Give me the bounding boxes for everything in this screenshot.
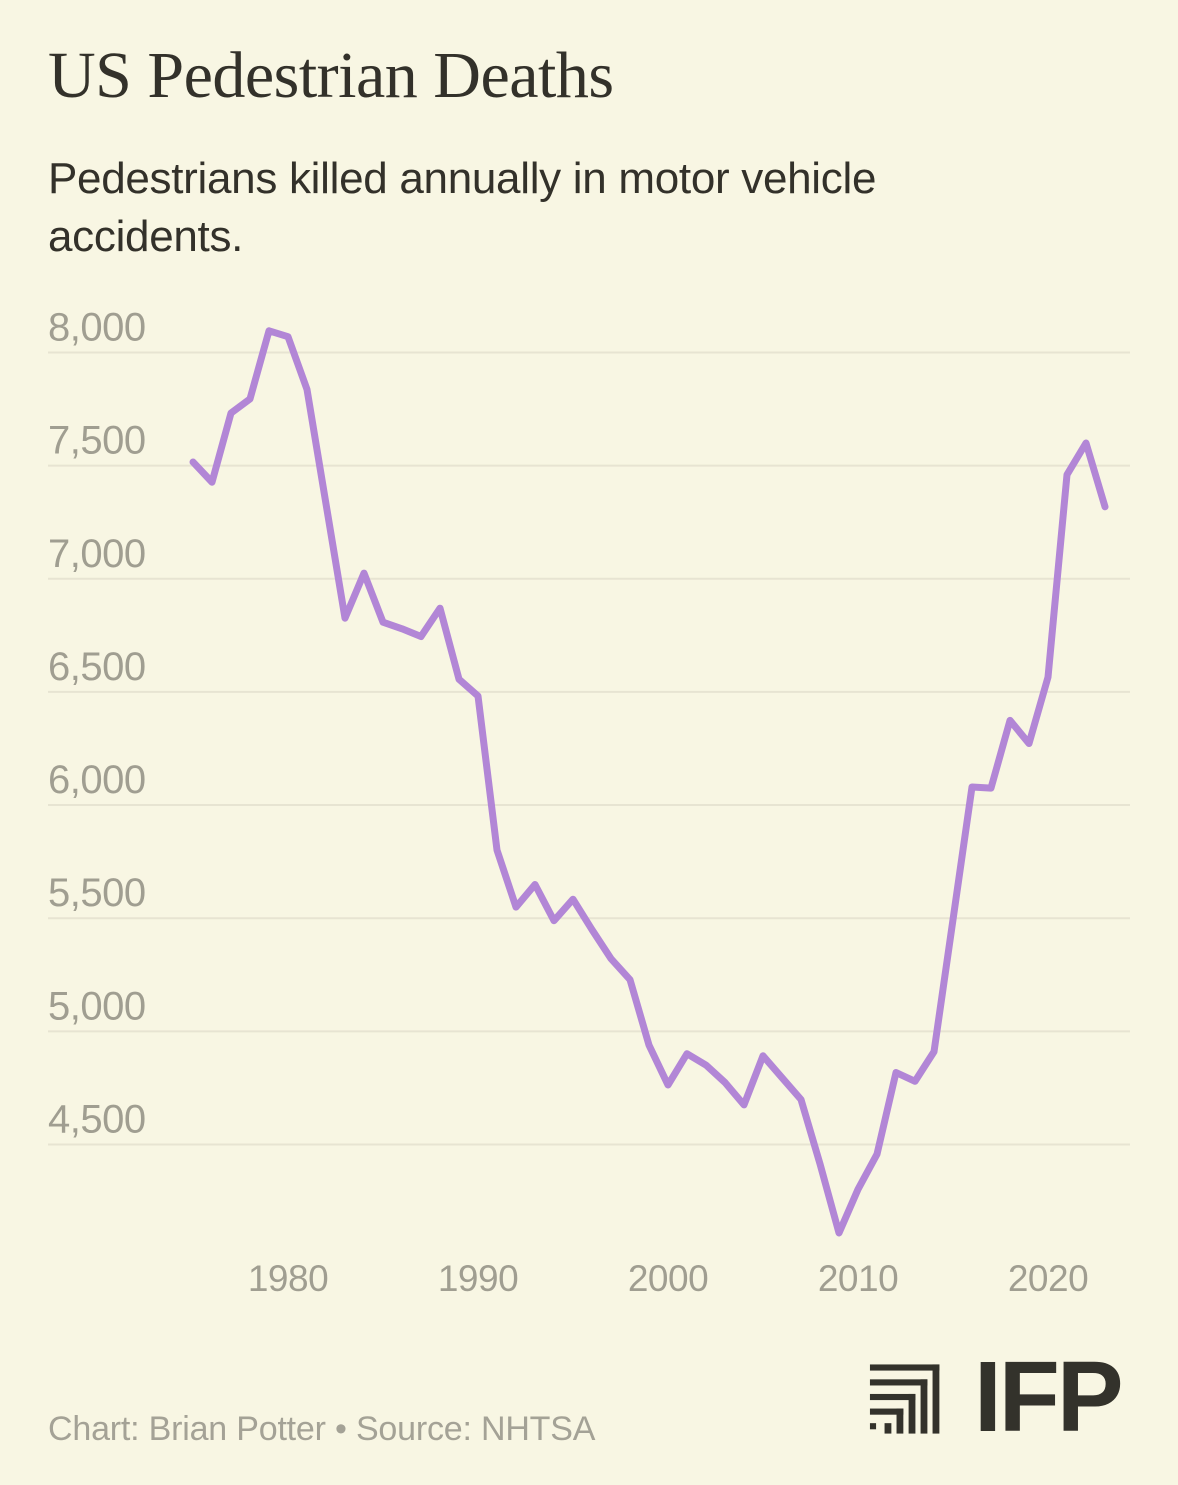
y-axis-tick-label: 8,000 xyxy=(48,306,146,350)
x-axis-tick-label: 2020 xyxy=(1008,1258,1088,1299)
y-axis-tick-label: 4,500 xyxy=(48,1097,146,1141)
y-axis-tick-label: 7,500 xyxy=(48,419,146,463)
ifp-logo-mark-icon xyxy=(869,1364,940,1434)
x-axis-tick-label: 1980 xyxy=(248,1258,328,1299)
chart-subtitle: Pedestrians killed annually in motor veh… xyxy=(48,154,877,261)
x-axis-tick-label: 2000 xyxy=(628,1258,708,1299)
y-axis-tick-label: 7,000 xyxy=(48,532,146,576)
ifp-logo: IFP xyxy=(868,1341,1148,1453)
y-axis-tick-label: 5,500 xyxy=(48,871,146,915)
ifp-logo-text: IFP xyxy=(974,1341,1124,1453)
x-axis-tick-label: 2010 xyxy=(818,1258,898,1299)
x-axis-tick-label: 1990 xyxy=(438,1258,518,1299)
y-axis-tick-label: 6,500 xyxy=(48,645,146,689)
pedestrian-deaths-line xyxy=(189,327,1109,1237)
y-axis-tick-label: 6,000 xyxy=(48,758,146,802)
page-title: US Pedestrian Deaths xyxy=(48,39,614,112)
y-axis-tick-label: 5,000 xyxy=(48,984,146,1028)
chart-credit: Chart: Brian Potter • Source: NHTSA xyxy=(48,1410,596,1448)
